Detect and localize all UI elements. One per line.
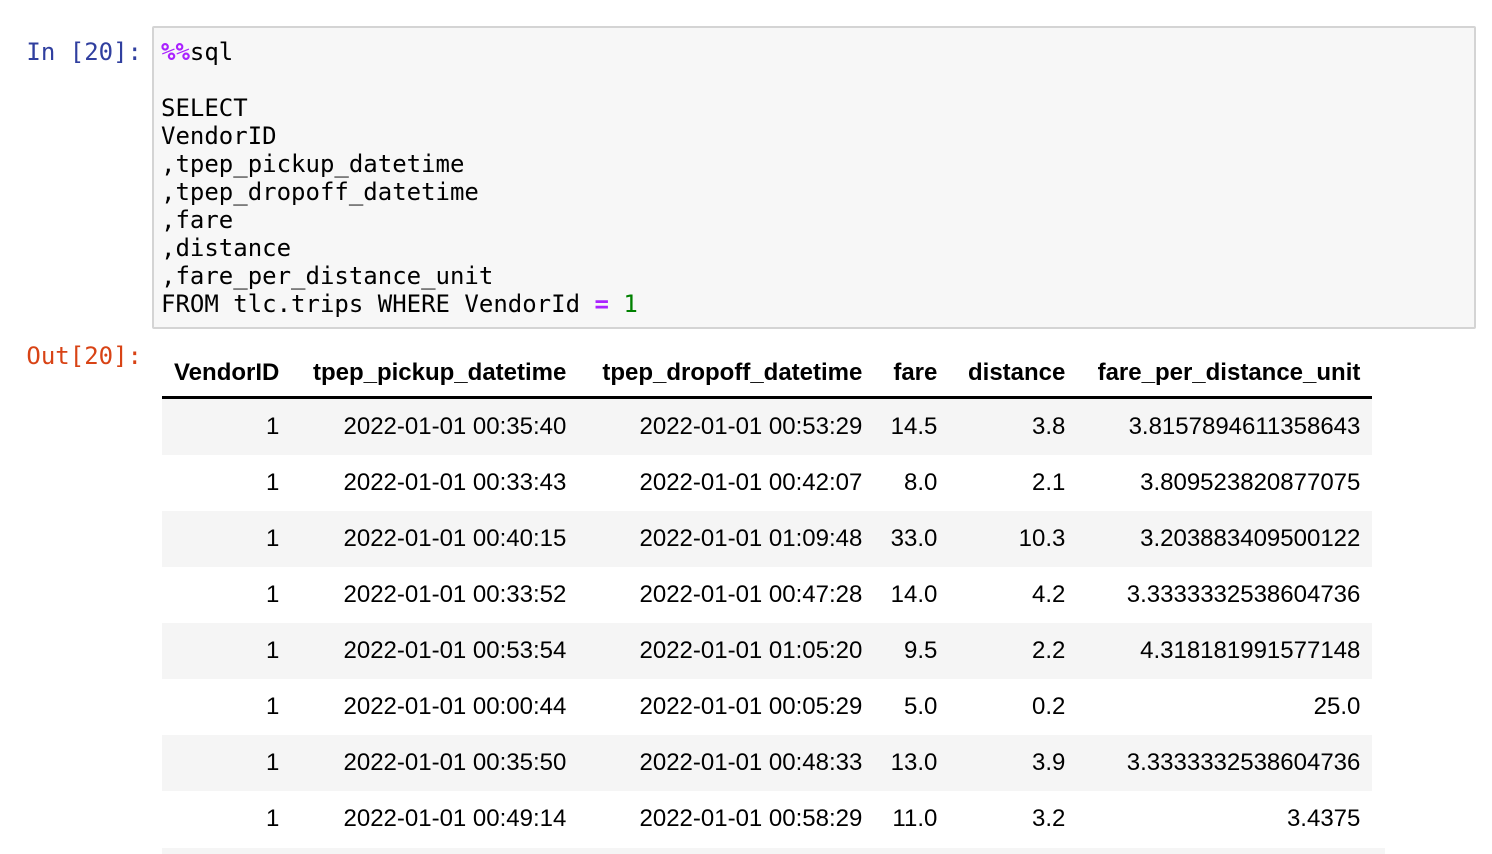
code-line: FROM tlc.trips WHERE VendorId <box>161 290 595 318</box>
cell-fare: 11.0 <box>892 805 938 832</box>
code-line: ,distance <box>161 234 292 262</box>
code-cell-editor[interactable]: %%sql SELECT VendorID ,tpep_pickup_datet… <box>152 26 1476 329</box>
cell-fare: 5.0 <box>903 693 938 720</box>
cell-pickup: 2022-01-01 00:33:43 <box>343 469 567 496</box>
cell-magic-command: sql <box>189 38 234 66</box>
cell-pickup: 2022-01-01 00:35:40 <box>291 397 579 455</box>
cell-fare: 8.0 <box>903 469 938 496</box>
cell-vendorid: 1 <box>266 693 280 720</box>
table-row: 1 2022-01-01 00:33:52 2022-01-01 00:47:2… <box>162 567 1372 623</box>
cell-fare: 33.0 <box>874 511 950 567</box>
cell-fare-per-distance: 3.4375 <box>1286 805 1361 832</box>
cell-pickup: 2022-01-01 00:40:15 <box>291 511 579 567</box>
cell-fare-per-distance: 3.3333332538604736 <box>1126 581 1361 608</box>
code-line: VendorID <box>161 122 277 150</box>
code-line: ,tpep_dropoff_datetime <box>161 178 479 206</box>
cell-fare-per-distance: 3.8157894611358643 <box>1077 397 1373 455</box>
table-row: 1 2022-01-01 00:49:14 2022-01-01 00:58:2… <box>162 791 1372 847</box>
input-prompt: In [20]: <box>26 38 142 66</box>
column-header-fare: fare <box>874 350 950 399</box>
cell-dropoff: 2022-01-01 00:47:28 <box>639 581 863 608</box>
table-row: 1 2022-01-01 00:35:50 2022-01-01 00:48:3… <box>162 735 1373 791</box>
cell-distance: 4.2 <box>1031 581 1066 608</box>
cell-magic-symbol: %% <box>161 38 190 66</box>
code-operator: = <box>594 290 609 318</box>
table-row-partial <box>162 848 1385 854</box>
cell-vendorid: 1 <box>266 469 280 496</box>
cell-fare: 14.5 <box>874 397 950 455</box>
cell-distance: 2.2 <box>949 623 1078 679</box>
column-header-dropoff: tpep_dropoff_datetime <box>578 350 875 399</box>
code-line: ,fare <box>161 206 234 234</box>
results-table: VendorID tpep_pickup_datetime tpep_dropo… <box>162 350 1373 847</box>
column-header-distance: distance <box>949 350 1078 399</box>
cell-dropoff: 2022-01-01 01:05:20 <box>578 623 875 679</box>
cell-fare-per-distance: 3.809523820877075 <box>1140 469 1361 496</box>
cell-vendorid: 1 <box>266 581 280 608</box>
table-row: 1 2022-01-01 00:53:54 2022-01-01 01:05:2… <box>162 623 1373 679</box>
table-header-row: VendorID tpep_pickup_datetime tpep_dropo… <box>162 350 1373 399</box>
code-number: 1 <box>623 290 638 318</box>
cell-dropoff: 2022-01-01 01:09:48 <box>578 511 875 567</box>
cell-vendorid: 1 <box>162 735 292 791</box>
output-prompt: Out[20]: <box>26 342 142 370</box>
cell-vendorid: 1 <box>162 623 292 679</box>
column-header-vendorid: VendorID <box>162 350 292 399</box>
cell-dropoff: 2022-01-01 00:53:29 <box>578 397 875 455</box>
cell-vendorid: 1 <box>162 397 292 455</box>
cell-fare-per-distance: 4.318181991577148 <box>1077 623 1373 679</box>
table-row: 1 2022-01-01 00:00:44 2022-01-01 00:05:2… <box>162 679 1372 735</box>
cell-dropoff: 2022-01-01 00:05:29 <box>639 693 863 720</box>
cell-pickup: 2022-01-01 00:49:14 <box>343 805 567 832</box>
cell-fare-per-distance: 25.0 <box>1313 693 1361 720</box>
cell-pickup: 2022-01-01 00:35:50 <box>291 735 579 791</box>
cell-pickup: 2022-01-01 00:53:54 <box>291 623 579 679</box>
cell-distance: 3.8 <box>949 397 1078 455</box>
table-row: 1 2022-01-01 00:33:43 2022-01-01 00:42:0… <box>162 455 1372 511</box>
cell-vendorid: 1 <box>162 511 292 567</box>
code-line: SELECT <box>161 94 248 122</box>
cell-dropoff: 2022-01-01 00:42:07 <box>639 469 863 496</box>
cell-pickup: 2022-01-01 00:00:44 <box>343 693 567 720</box>
column-header-pickup: tpep_pickup_datetime <box>291 350 579 399</box>
cell-fare: 14.0 <box>890 581 938 608</box>
cell-fare: 9.5 <box>874 623 950 679</box>
cell-fare-per-distance: 3.3333332538604736 <box>1077 735 1373 791</box>
cell-dropoff: 2022-01-01 00:58:29 <box>639 805 863 832</box>
table-row: 1 2022-01-01 00:35:40 2022-01-01 00:53:2… <box>162 397 1373 455</box>
column-header-fare-per-distance: fare_per_distance_unit <box>1077 350 1373 399</box>
cell-distance: 3.2 <box>1031 805 1066 832</box>
cell-distance: 3.9 <box>949 735 1078 791</box>
cell-pickup: 2022-01-01 00:33:52 <box>343 581 567 608</box>
cell-vendorid: 1 <box>266 805 280 832</box>
cell-fare-per-distance: 3.203883409500122 <box>1077 511 1373 567</box>
code-line: ,tpep_pickup_datetime <box>161 150 465 178</box>
cell-fare: 13.0 <box>874 735 950 791</box>
cell-distance: 10.3 <box>949 511 1078 567</box>
code-line: ,fare_per_distance_unit <box>161 262 494 290</box>
output-area: VendorID tpep_pickup_datetime tpep_dropo… <box>162 350 1373 847</box>
cell-distance: 0.2 <box>1031 693 1066 720</box>
cell-distance: 2.1 <box>1031 469 1066 496</box>
cell-dropoff: 2022-01-01 00:48:33 <box>578 735 875 791</box>
sql-code: %%sql SELECT VendorID ,tpep_pickup_datet… <box>161 38 638 318</box>
table-row: 1 2022-01-01 00:40:15 2022-01-01 01:09:4… <box>162 511 1373 567</box>
